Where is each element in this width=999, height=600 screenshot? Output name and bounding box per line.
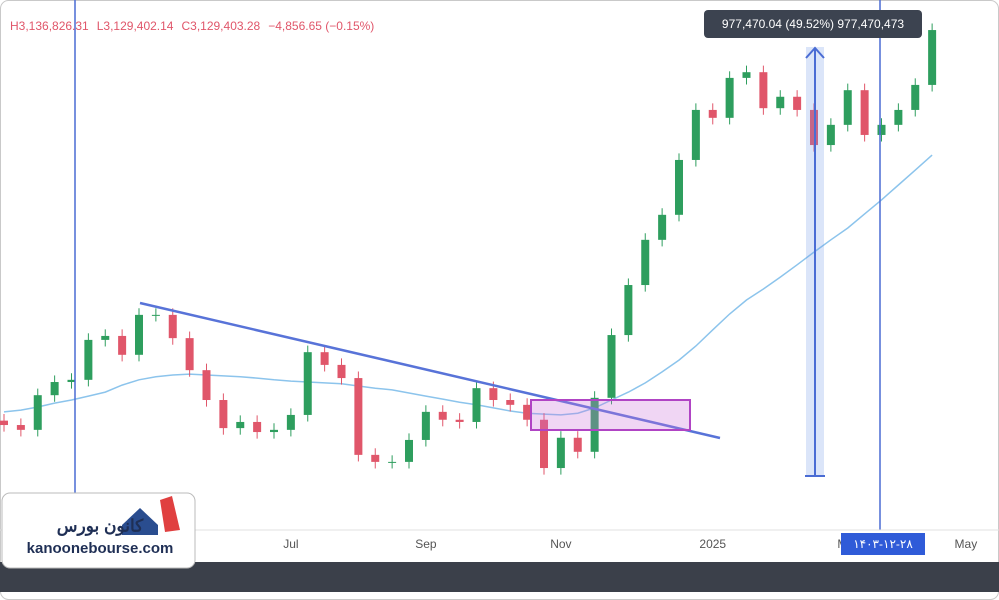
- candle-body: [405, 439, 413, 462]
- candle-body: [894, 109, 903, 125]
- candle-body: [860, 90, 869, 135]
- candle-body: [320, 352, 329, 365]
- candle-body: [658, 214, 667, 240]
- candle-body: [118, 335, 127, 355]
- moving-average: [3, 154, 933, 416]
- x-tick-label: Nov: [550, 537, 571, 551]
- candle-body: [928, 30, 937, 85]
- candle-body: [219, 400, 228, 429]
- candle-body: [236, 421, 245, 429]
- candle-body: [725, 77, 734, 118]
- header-value: C3,129,403.28: [181, 19, 260, 33]
- candle-body: [33, 395, 42, 430]
- candle-body: [877, 124, 886, 135]
- candle-body: [354, 378, 363, 455]
- candle-body: [202, 370, 211, 401]
- trend-line: [139, 301, 721, 440]
- candle-body: [573, 437, 582, 452]
- candle-body: [489, 388, 498, 401]
- x-tick-label: Sep: [415, 537, 437, 551]
- candle-body: [641, 239, 650, 286]
- candle-body: [67, 379, 76, 383]
- x-tick-label: 2025: [699, 537, 726, 551]
- logo-icon: [122, 508, 158, 535]
- candle-body: [303, 352, 312, 415]
- candle-body: [421, 411, 430, 440]
- candle-body: [0, 420, 8, 426]
- candle-body: [337, 364, 346, 379]
- logo-icon-accent: [160, 496, 180, 532]
- header-value: L3,129,402.14: [97, 19, 174, 33]
- x-tick-label: Jul: [283, 537, 298, 551]
- logo-box: [1, 492, 196, 569]
- candle-body: [270, 429, 278, 433]
- candle-body: [185, 338, 194, 371]
- candle-body: [253, 421, 262, 433]
- candle-body: [826, 124, 835, 146]
- x-tick-label: May: [955, 537, 978, 551]
- candle-body: [590, 397, 599, 452]
- candle-body: [523, 404, 532, 420]
- candle-body: [286, 414, 295, 430]
- candle-body: [843, 90, 852, 125]
- crosshair-label: ۱۴۰۳-۱۲-۲۸: [853, 537, 913, 551]
- candle-body: [438, 411, 447, 420]
- logo-site: kanoonebourse.com: [27, 540, 174, 557]
- candle-body: [371, 454, 380, 462]
- candle-body: [50, 382, 59, 396]
- candle-body: [708, 109, 717, 118]
- candle-body: [455, 419, 464, 422]
- header: H3,136,826.31 L3,129,402.14 C3,129,403.28−…: [10, 19, 374, 33]
- candle-body: [135, 314, 143, 355]
- measure-tooltip: [704, 10, 922, 38]
- candle-body: [151, 314, 160, 316]
- measure-arrow-head: [805, 46, 825, 59]
- candle-body: [16, 425, 25, 430]
- candle-body: [506, 400, 515, 405]
- candle-body: [776, 96, 785, 109]
- candle-body: [793, 96, 802, 110]
- candle-body: [742, 72, 751, 78]
- candle-body: [759, 72, 768, 109]
- candle-body: [691, 109, 700, 160]
- candle-body: [540, 419, 548, 469]
- header-value: −4,856.65 (−0.15%): [268, 19, 374, 33]
- measure-label: 977,470.04 (49.52%) 977,470,473: [722, 17, 904, 31]
- candle-body: [911, 84, 920, 110]
- candle-body: [84, 339, 93, 380]
- candle-body: [101, 335, 110, 340]
- candle-body: [472, 388, 481, 422]
- candle-body: [556, 437, 565, 469]
- candle-body: [168, 314, 177, 339]
- header-value: H3,136,826.31: [10, 19, 89, 33]
- zone-box: [530, 399, 691, 431]
- candle-body: [388, 461, 397, 463]
- crosshair-tag: [841, 533, 925, 555]
- candle-body: [607, 335, 616, 398]
- candle-body: [624, 285, 633, 336]
- candle-body: [675, 159, 683, 215]
- logo-name: کانون بورس: [57, 516, 144, 536]
- plot-area: [0, 23, 937, 475]
